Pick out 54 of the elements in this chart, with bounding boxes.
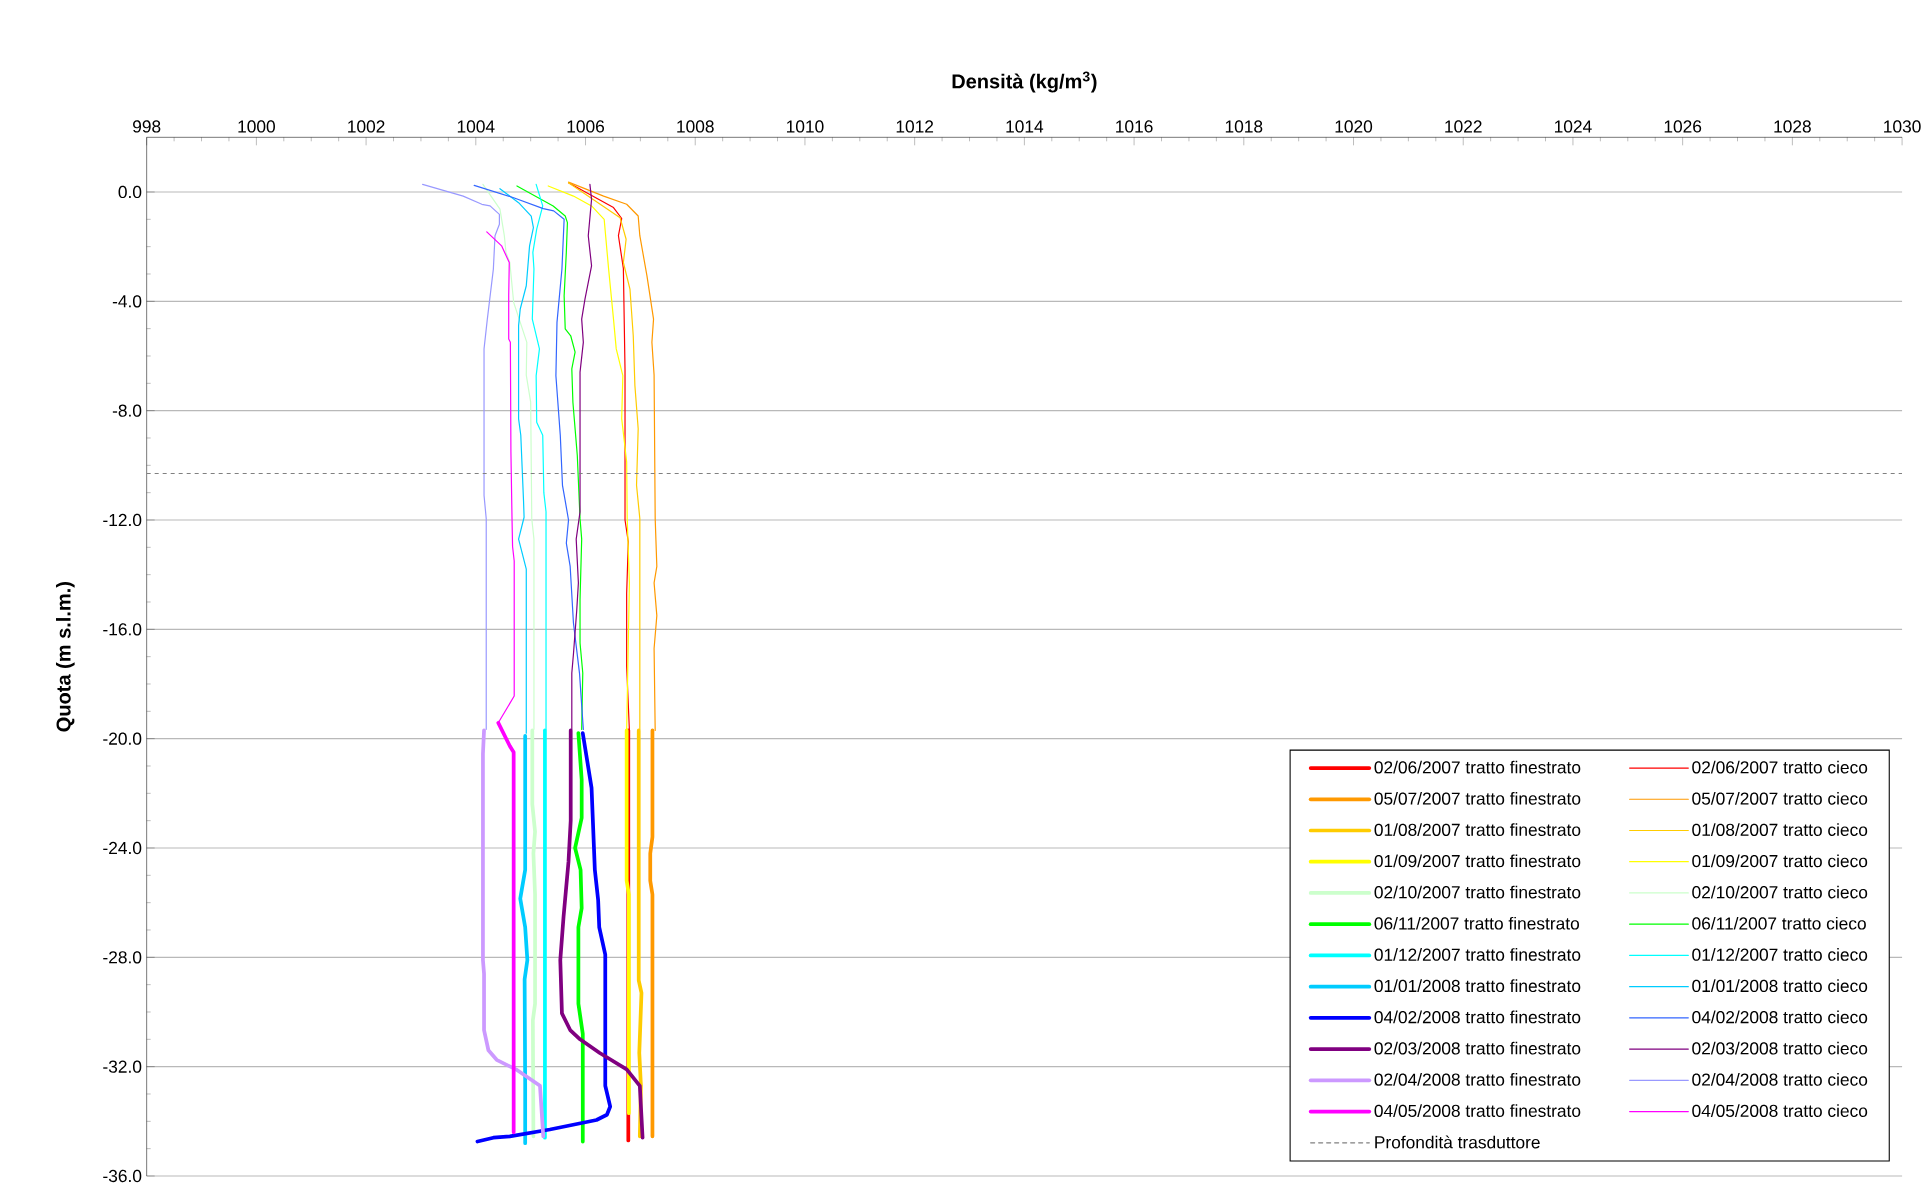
legend-label: 01/09/2007 tratto cieco [1692,854,1868,868]
x-tick-label: 998 [133,120,161,133]
legend-label: 04/02/2008 tratto finestrato [1374,1010,1581,1024]
y-tick-label: -20.0 [103,732,142,745]
y-tick-label: -36.0 [103,1169,142,1183]
x-tick-label: 1000 [238,120,275,133]
y-tick-label: 0.0 [118,185,142,199]
legend-label: 04/05/2008 tratto cieco [1692,1104,1868,1117]
x-tick-label: 1004 [457,120,495,133]
x-tick-label: 1016 [1116,120,1153,133]
legend-label: 01/09/2007 tratto finestrato [1374,854,1581,868]
x-tick-label: 1028 [1774,120,1811,133]
legend-label: 02/03/2008 tratto cieco [1692,1041,1868,1055]
y-tick-label: -12.0 [103,513,142,527]
y-tick-label: -32.0 [103,1060,142,1073]
legend-label: 01/01/2008 tratto finestrato [1374,979,1581,993]
x-tick-label: 1026 [1664,120,1702,133]
legend-label: 02/06/2007 tratto finestrato [1374,760,1581,774]
y-tick-label: -24.0 [103,841,142,855]
legend-label: 06/11/2007 tratto cieco [1692,916,1866,930]
x-tick-label: 1022 [1445,120,1482,133]
x-tick-label: 1014 [1006,120,1044,133]
x-tick-label: 1024 [1554,120,1592,133]
y-tick-label: -4.0 [112,295,142,308]
y-tick-label: -8.0 [112,404,142,417]
x-tick-label: 1008 [677,120,714,133]
legend-label: 02/06/2007 tratto cieco [1692,760,1868,774]
x-tick-label: 1006 [567,120,605,133]
legend-label: 01/12/2007 tratto finestrato [1374,948,1581,961]
legend-label: 04/05/2008 tratto finestrato [1374,1104,1581,1117]
legend-label: 02/10/2007 tratto cieco [1692,885,1868,899]
legend-label: 05/07/2007 tratto cieco [1692,791,1868,805]
legend-label: 02/04/2008 tratto cieco [1692,1073,1868,1086]
legend-label: 01/12/2007 tratto cieco [1692,948,1868,961]
y-axis-title: Quota (m s.l.m.) [55,582,75,732]
x-tick-label: 1002 [348,120,385,133]
y-tick-label: -16.0 [103,623,142,636]
y-tick-label: -28.0 [103,951,142,964]
legend-label: 05/07/2007 tratto finestrato [1374,791,1581,805]
legend-label: 01/08/2007 tratto cieco [1692,823,1868,836]
legend-label: 06/11/2007 tratto finestrato [1374,916,1579,930]
legend-label: 04/02/2008 tratto cieco [1692,1010,1868,1024]
x-tick-label: 1030 [1884,120,1921,133]
x-tick-label: 1012 [896,120,934,133]
text: Densità (kg/m$^{3}$) [952,71,1097,93]
x-tick-label: 1010 [786,120,824,133]
x-tick-label: 1018 [1225,120,1263,133]
legend-label: 02/10/2007 tratto finestrato [1374,885,1581,899]
legend-label: Profondità trasduttore [1375,1135,1540,1149]
legend-label: 01/08/2007 tratto finestrato [1374,823,1581,836]
x-tick-label: 1020 [1335,120,1373,133]
legend-label: 02/04/2008 tratto finestrato [1374,1073,1581,1086]
legend-label: 01/01/2008 tratto cieco [1692,979,1868,993]
legend-label: 02/03/2008 tratto finestrato [1374,1041,1581,1055]
